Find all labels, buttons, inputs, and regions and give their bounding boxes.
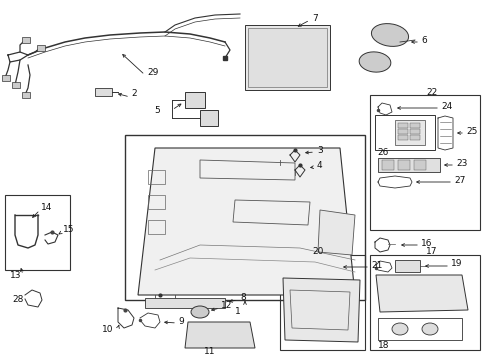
Bar (247, 28, 326, 87)
Text: 14: 14 (41, 203, 52, 212)
Polygon shape (145, 298, 224, 308)
Text: 3: 3 (316, 145, 322, 154)
Text: 2: 2 (131, 89, 136, 98)
Text: 18: 18 (377, 341, 389, 350)
Text: 27: 27 (453, 176, 465, 185)
Ellipse shape (421, 323, 437, 335)
Bar (381, 160, 393, 170)
Text: 26: 26 (376, 148, 387, 157)
Text: 5: 5 (154, 105, 160, 114)
Ellipse shape (371, 24, 408, 46)
Bar (397, 160, 409, 170)
Bar (377, 158, 439, 172)
Text: 8: 8 (240, 293, 245, 302)
Bar (394, 260, 419, 272)
Polygon shape (283, 278, 359, 342)
Text: 4: 4 (316, 161, 322, 170)
Polygon shape (317, 210, 354, 255)
Text: 16: 16 (420, 239, 431, 248)
Text: 25: 25 (465, 126, 476, 135)
Bar (280, 255, 364, 350)
Bar (409, 123, 419, 128)
Text: 13: 13 (10, 270, 21, 279)
Bar (285, 263, 309, 272)
Text: 6: 6 (420, 36, 426, 45)
Bar (397, 129, 407, 134)
Bar (200, 110, 218, 126)
Ellipse shape (191, 306, 208, 318)
Text: 21: 21 (370, 261, 382, 270)
Text: 10: 10 (102, 325, 114, 334)
Text: 28: 28 (12, 296, 23, 305)
Polygon shape (375, 275, 467, 312)
Text: 29: 29 (147, 68, 158, 77)
Bar (5, 195, 70, 270)
Text: 19: 19 (450, 260, 462, 269)
Text: 7: 7 (311, 14, 317, 23)
Text: 22: 22 (426, 87, 437, 96)
Bar (409, 129, 419, 134)
Bar (397, 135, 407, 140)
Bar (37, 45, 45, 51)
Bar (125, 135, 364, 300)
Text: 15: 15 (63, 225, 74, 234)
Bar (413, 160, 425, 170)
Text: 17: 17 (426, 248, 437, 256)
Text: 23: 23 (455, 158, 467, 167)
Ellipse shape (358, 52, 390, 72)
Bar (409, 135, 419, 140)
Bar (374, 115, 434, 150)
Bar (369, 255, 479, 350)
Ellipse shape (391, 323, 407, 335)
Bar (195, 326, 244, 344)
Bar (95, 88, 112, 96)
Bar (369, 95, 479, 230)
Bar (22, 37, 30, 43)
Text: 9: 9 (178, 316, 183, 325)
Polygon shape (184, 322, 254, 348)
Bar (2, 75, 10, 81)
Text: 20: 20 (312, 248, 323, 256)
Text: 24: 24 (440, 102, 451, 111)
Polygon shape (138, 148, 354, 295)
Bar (22, 92, 30, 98)
Text: 12: 12 (221, 302, 232, 310)
Bar (12, 82, 20, 88)
Bar (184, 92, 204, 108)
Text: 1: 1 (235, 307, 241, 316)
Bar (244, 25, 329, 90)
Text: 11: 11 (204, 347, 215, 356)
Bar (397, 123, 407, 128)
Bar (377, 318, 461, 340)
Bar (394, 120, 424, 145)
Bar (314, 263, 337, 272)
